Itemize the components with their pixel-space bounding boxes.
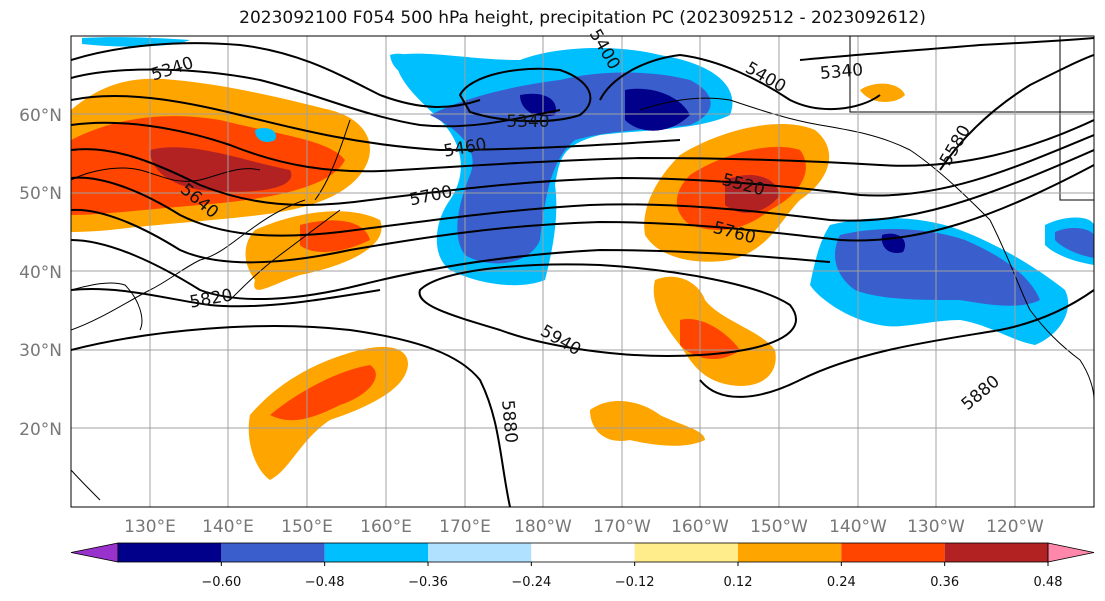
- latitude-label: 40°N: [19, 263, 62, 283]
- colorbar-frame: [117, 542, 1049, 563]
- colorbar-swatch: [428, 543, 532, 562]
- longitude-label: 160°W: [671, 517, 729, 537]
- latitude-labels: 60°N 50°N 40°N 30°N 20°N: [19, 106, 62, 440]
- colorbar-swatch: [944, 543, 1048, 562]
- colorbar-tick-label: −0.48: [305, 575, 345, 590]
- longitude-label: 120°W: [986, 517, 1044, 537]
- latitude-label: 20°N: [19, 420, 62, 440]
- map-plot-area: [71, 36, 1094, 507]
- longitude-labels: 130°E 140°E 150°E 160°E 170°E 180°W 170°W 160°W…: [124, 517, 1044, 537]
- colorbar-tick-label: 0.24: [827, 575, 856, 590]
- latitude-label: 60°N: [19, 106, 62, 126]
- map-title: 2023092100 F054 500 hPa height, precipit…: [239, 8, 926, 28]
- colorbar-swatch: [841, 543, 945, 562]
- longitude-label: 170°W: [593, 517, 651, 537]
- contour-label: 5340: [819, 60, 864, 84]
- colorbar-tick-label: 0.48: [1034, 575, 1063, 590]
- longitude-label: 150°W: [750, 517, 808, 537]
- colorbar: −0.60 −0.48 −0.36 −0.24 −0.12 0.12 0.24 0.36 0.4…: [70, 542, 1095, 590]
- contour-label: 5880: [497, 399, 521, 444]
- longitude-label: 160°E: [360, 517, 412, 537]
- colorbar-swatch: [221, 543, 325, 562]
- longitude-label: 130°W: [907, 517, 965, 537]
- map-frame: [70, 35, 1095, 508]
- longitude-label: 140°E: [202, 517, 254, 537]
- colorbar-swatch: [634, 543, 738, 562]
- latitude-label: 50°N: [19, 184, 62, 204]
- colorbar-swatch: [118, 543, 222, 562]
- longitude-label: 180°W: [514, 517, 572, 537]
- longitude-label: 170°E: [439, 517, 491, 537]
- colorbar-swatch: [531, 543, 635, 562]
- colorbar-tick-label: −0.36: [408, 575, 448, 590]
- height-contours: [71, 37, 1094, 507]
- colorbar-swatch: [324, 543, 428, 562]
- colorbar-tick-label: 0.36: [930, 575, 959, 590]
- colorbar-extend-high: [1047, 542, 1095, 563]
- longitude-label: 140°W: [829, 517, 887, 537]
- colorbar-swatch: [738, 543, 842, 562]
- longitude-label: 150°E: [281, 517, 333, 537]
- colorbar-tick-label: −0.12: [615, 575, 655, 590]
- contour-label: 5340: [506, 112, 549, 132]
- longitude-label: 130°E: [124, 517, 176, 537]
- colorbar-extend-low: [70, 542, 119, 563]
- colorbar-tick-label: 0.12: [724, 575, 753, 590]
- latitude-label: 30°N: [19, 341, 62, 361]
- colorbar-tick-label: −0.24: [511, 575, 551, 590]
- colorbar-tick-label: −0.60: [201, 575, 241, 590]
